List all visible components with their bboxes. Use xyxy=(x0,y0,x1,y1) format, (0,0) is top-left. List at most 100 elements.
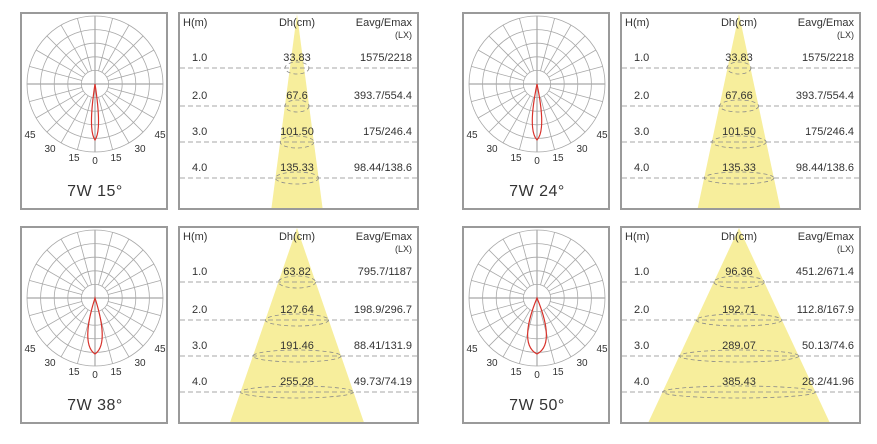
angle-label: 45 xyxy=(24,130,36,141)
beam-cone-table: H(m) Dh(cm) Eavg/Emax(LX) 1.0 63.82 795.7/118… xyxy=(180,228,417,422)
beam-ellipse xyxy=(726,61,752,75)
table-row: 4.0 255.28 49.73/74.19 xyxy=(180,376,417,399)
diameter-value: 101.50 xyxy=(722,126,756,138)
angle-label: 15 xyxy=(510,367,522,378)
beam-caption: 7W 50° xyxy=(509,397,565,414)
angle-label: 30 xyxy=(44,358,56,369)
illuminance-value: 28.2/41.96 xyxy=(802,376,854,388)
header-illuminance: Eavg/Emax xyxy=(356,17,413,29)
illuminance-value: 98.44/138.6 xyxy=(354,162,412,174)
diameter-value: 135.33 xyxy=(722,162,756,174)
angle-label: 30 xyxy=(134,144,146,155)
beam-ellipse xyxy=(279,135,315,149)
header-unit: (LX) xyxy=(837,244,854,254)
angle-label: 45 xyxy=(154,344,166,355)
angle-label: 15 xyxy=(510,153,522,164)
beam-ellipse xyxy=(284,61,310,75)
beam-caption: 7W 24° xyxy=(509,183,565,200)
height-value: 3.0 xyxy=(634,340,649,352)
angle-label: 30 xyxy=(134,358,146,369)
table-row: 1.0 33.83 1575/2218 xyxy=(180,52,417,75)
angle-label: 45 xyxy=(24,344,36,355)
polar-plot: 45 30 15 0 15 30 45 7W 24° xyxy=(466,15,608,200)
angle-label: 30 xyxy=(44,144,56,155)
height-value: 4.0 xyxy=(192,162,207,174)
table-row: 1.0 96.36 451.2/671.4 xyxy=(622,266,859,289)
header-illuminance: Eavg/Emax xyxy=(356,231,413,243)
table-row: 2.0 67.66 393.7/554.4 xyxy=(622,90,859,113)
illuminance-value: 98.44/138.6 xyxy=(796,162,854,174)
illuminance-value: 175/246.4 xyxy=(805,126,854,138)
polar-plot: 45 30 15 0 15 30 45 7W 38° xyxy=(24,229,166,414)
polar-diagram-7w-24: 45 30 15 0 15 30 45 7W 24° xyxy=(462,12,610,210)
illuminance-value: 1575/2218 xyxy=(360,52,412,64)
angle-label: 15 xyxy=(68,153,80,164)
height-value: 3.0 xyxy=(634,126,649,138)
angle-label: 30 xyxy=(576,358,588,369)
table-row: 2.0 127.64 198.9/296.7 xyxy=(180,304,417,327)
table-row: 4.0 135.33 98.44/138.6 xyxy=(622,162,859,185)
polar-plot: 45 30 15 0 15 30 45 7W 50° xyxy=(466,229,608,414)
illuminance-value: 49.73/74.19 xyxy=(354,376,412,388)
diameter-value: 67.6 xyxy=(286,90,307,102)
height-value: 4.0 xyxy=(634,162,649,174)
beam-ellipse xyxy=(678,349,800,363)
intensity-curve xyxy=(531,83,543,141)
table-row: 3.0 191.46 88.41/131.9 xyxy=(180,340,417,363)
beam-cone-table: H(m) Dh(cm) Eavg/Emax(LX) 1.0 96.36 451.2/671… xyxy=(622,228,859,422)
polar-diagram-7w-50: 45 30 15 0 15 30 45 7W 50° xyxy=(462,226,610,424)
table-row: 4.0 385.43 28.2/41.96 xyxy=(622,376,859,399)
height-value: 2.0 xyxy=(634,304,649,316)
table-row: 4.0 135.33 98.44/138.6 xyxy=(180,162,417,185)
angle-label: 0 xyxy=(534,370,540,381)
diameter-value: 127.64 xyxy=(280,304,314,316)
beam-cone-table: H(m) Dh(cm) Eavg/Emax(LX) 1.0 33.83 1575/2218… xyxy=(180,14,417,208)
header-diameter: Dh(cm) xyxy=(279,231,315,243)
polar-plot: 45 30 15 0 15 30 45 7W 15° xyxy=(24,15,166,200)
height-value: 2.0 xyxy=(192,90,207,102)
illuminance-value: 88.41/131.9 xyxy=(354,340,412,352)
illuminance-value: 198.9/296.7 xyxy=(354,304,412,316)
beam-cone-table: H(m) Dh(cm) Eavg/Emax(LX) 1.0 33.83 1575/2218… xyxy=(622,14,859,208)
header-diameter: Dh(cm) xyxy=(721,17,757,29)
diameter-value: 385.43 xyxy=(722,376,756,388)
table-row: 3.0 289.07 50.13/74.6 xyxy=(622,340,859,363)
angle-label: 15 xyxy=(68,367,80,378)
height-value: 1.0 xyxy=(634,52,649,64)
table-row: 1.0 63.82 795.7/1187 xyxy=(180,266,417,289)
angle-label: 30 xyxy=(486,144,498,155)
height-value: 2.0 xyxy=(634,90,649,102)
angle-label: 0 xyxy=(92,156,98,167)
intensity-curve xyxy=(87,296,103,355)
diameter-value: 33.83 xyxy=(283,52,311,64)
height-value: 1.0 xyxy=(192,52,207,64)
table-row: 2.0 67.6 393.7/554.4 xyxy=(180,90,417,113)
angle-label: 45 xyxy=(596,130,608,141)
beam-ellipse xyxy=(264,313,330,327)
diameter-value: 191.46 xyxy=(280,340,314,352)
beam-ellipse xyxy=(703,171,775,185)
illuminance-table-7w-15: H(m) Dh(cm) Eavg/Emax (LX) 1.0 33.83 1575/2218… xyxy=(178,12,419,210)
angle-label: 15 xyxy=(110,367,122,378)
header-diameter: Dh(cm) xyxy=(721,231,757,243)
polar-grid xyxy=(468,15,606,153)
table-row: 3.0 101.50 175/246.4 xyxy=(180,126,417,149)
angle-label: 15 xyxy=(552,153,564,164)
beam-ellipse xyxy=(240,385,354,399)
intensity-curve xyxy=(90,83,100,142)
illuminance-value: 451.2/671.4 xyxy=(796,266,854,278)
diameter-value: 63.82 xyxy=(283,266,311,278)
light-cone xyxy=(230,228,364,422)
beam-ellipse xyxy=(713,275,765,289)
angle-label: 15 xyxy=(110,153,122,164)
angle-label: 45 xyxy=(466,344,478,355)
height-value: 4.0 xyxy=(192,376,207,388)
angle-label: 15 xyxy=(552,367,564,378)
beam-ellipse xyxy=(278,275,316,289)
height-value: 3.0 xyxy=(192,126,207,138)
height-value: 1.0 xyxy=(634,266,649,278)
intensity-curve xyxy=(527,296,547,355)
beam-ellipse xyxy=(252,349,342,363)
angle-label: 0 xyxy=(534,156,540,167)
diameter-value: 101.50 xyxy=(280,126,314,138)
